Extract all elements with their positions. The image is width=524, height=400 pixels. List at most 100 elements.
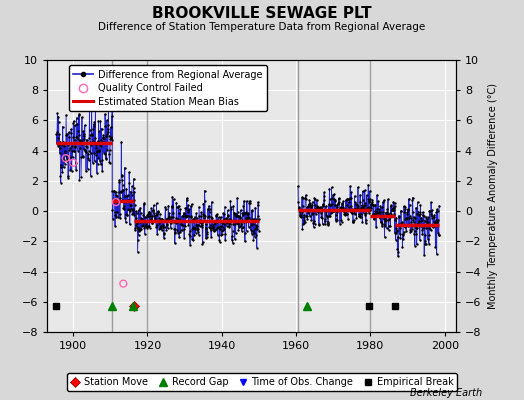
- Point: [104, 122, 112, 129]
- Point: [161, 216, 170, 222]
- Point: [208, 215, 216, 221]
- Point: [251, 204, 259, 211]
- Point: [219, 226, 227, 233]
- Point: [324, 201, 333, 208]
- Point: [184, 202, 192, 208]
- Point: [404, 207, 412, 213]
- Point: [250, 226, 259, 232]
- Point: [77, 174, 85, 181]
- Point: [53, 129, 61, 135]
- Point: [338, 200, 346, 206]
- Point: [147, 205, 156, 212]
- Point: [155, 215, 163, 222]
- Point: [57, 180, 65, 186]
- Point: [347, 209, 355, 216]
- Point: [177, 218, 185, 224]
- Point: [359, 205, 368, 211]
- Point: [372, 210, 380, 217]
- Point: [103, 117, 111, 124]
- Point: [337, 201, 346, 208]
- Point: [228, 237, 236, 243]
- Point: [74, 148, 82, 154]
- Point: [68, 147, 77, 154]
- Point: [208, 225, 216, 232]
- Point: [148, 218, 156, 225]
- Point: [340, 208, 348, 215]
- Point: [241, 238, 249, 244]
- Point: [231, 221, 239, 228]
- Point: [79, 131, 88, 137]
- Point: [341, 206, 350, 212]
- Point: [128, 210, 136, 217]
- Point: [82, 143, 91, 150]
- Point: [132, 222, 140, 228]
- Point: [323, 221, 332, 227]
- Point: [299, 203, 307, 209]
- Point: [145, 223, 154, 229]
- Point: [163, 225, 172, 231]
- Point: [82, 168, 90, 174]
- Point: [129, 210, 137, 216]
- Point: [397, 208, 405, 215]
- Point: [201, 213, 210, 220]
- Point: [384, 217, 392, 223]
- Point: [196, 213, 205, 219]
- Point: [93, 148, 102, 154]
- Point: [350, 210, 358, 216]
- Point: [146, 210, 155, 217]
- Point: [123, 192, 132, 198]
- Point: [399, 229, 408, 236]
- Point: [409, 219, 418, 225]
- Point: [344, 207, 353, 214]
- Point: [129, 176, 138, 182]
- Point: [301, 195, 309, 202]
- Point: [133, 210, 141, 216]
- Point: [300, 220, 309, 226]
- Point: [423, 219, 432, 225]
- Point: [228, 228, 237, 234]
- Point: [188, 201, 196, 207]
- Point: [434, 230, 442, 236]
- Point: [320, 197, 328, 203]
- Point: [355, 213, 364, 220]
- Point: [193, 226, 202, 233]
- Point: [314, 209, 322, 215]
- Point: [241, 210, 249, 216]
- Point: [173, 219, 181, 225]
- Point: [137, 226, 146, 232]
- Point: [344, 216, 352, 222]
- Point: [116, 215, 124, 221]
- Point: [332, 212, 341, 218]
- Point: [236, 207, 245, 213]
- Point: [112, 199, 120, 205]
- Point: [412, 230, 421, 237]
- Point: [72, 134, 81, 140]
- Point: [210, 218, 219, 224]
- Point: [118, 173, 126, 180]
- Point: [432, 216, 440, 223]
- Point: [379, 199, 387, 205]
- Text: BROOKVILLE SEWAGE PLT: BROOKVILLE SEWAGE PLT: [152, 6, 372, 21]
- Point: [428, 213, 436, 220]
- Point: [417, 223, 425, 229]
- Point: [351, 206, 359, 212]
- Point: [106, 136, 115, 142]
- Point: [123, 212, 131, 218]
- Point: [247, 218, 255, 225]
- Point: [176, 229, 184, 236]
- Point: [401, 216, 410, 222]
- Point: [420, 217, 429, 224]
- Point: [308, 206, 316, 213]
- Point: [135, 225, 144, 231]
- Point: [122, 186, 130, 192]
- Point: [84, 150, 92, 157]
- Point: [60, 143, 69, 149]
- Point: [227, 218, 236, 224]
- Point: [382, 210, 390, 216]
- Point: [341, 210, 349, 217]
- Point: [355, 214, 364, 220]
- Point: [149, 202, 158, 209]
- Point: [313, 202, 321, 209]
- Point: [169, 210, 177, 216]
- Point: [70, 148, 79, 154]
